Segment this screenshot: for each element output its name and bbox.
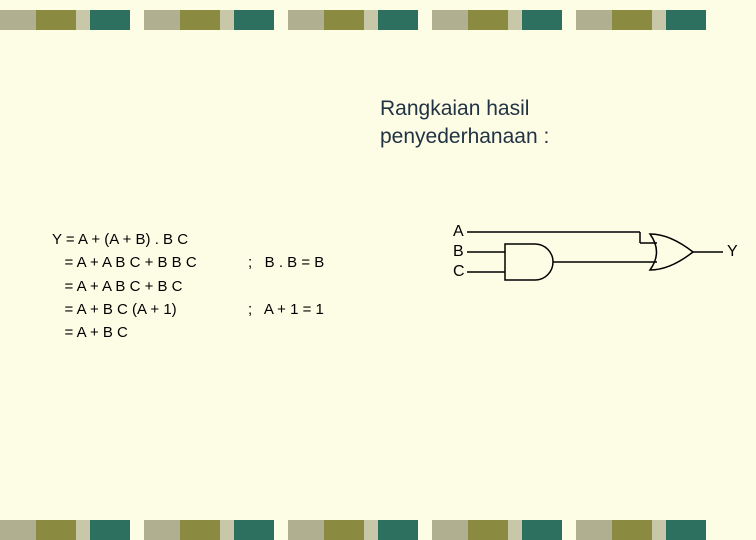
border-segment xyxy=(76,10,90,30)
border-segment xyxy=(220,10,234,30)
border-segment xyxy=(76,520,90,540)
border-segment xyxy=(508,10,522,30)
border-segment xyxy=(180,520,220,540)
border-segment xyxy=(36,10,76,30)
border-segment xyxy=(234,10,274,30)
border-segment xyxy=(36,520,76,540)
border-segment xyxy=(468,520,508,540)
border-segment xyxy=(666,10,706,30)
border-segment xyxy=(432,520,468,540)
equation-line: = A + A B C + B B C xyxy=(52,251,197,274)
border-segment xyxy=(288,520,324,540)
border-segment xyxy=(576,520,612,540)
or-gate xyxy=(650,234,693,270)
border-segment xyxy=(612,520,652,540)
note-line: ; A + 1 = 1 xyxy=(248,298,324,321)
border-segment xyxy=(288,10,324,30)
equation-block: Y = A + (A + B) . B C = A + A B C + B B … xyxy=(52,228,197,344)
border-segment xyxy=(364,10,378,30)
equation-line: = A + B C xyxy=(52,321,197,344)
note-line xyxy=(248,228,324,251)
border-segment xyxy=(234,520,274,540)
equation-line: = A + B C (A + 1) xyxy=(52,298,197,321)
and-gate xyxy=(505,244,553,280)
border-segment xyxy=(576,10,612,30)
border-segment xyxy=(378,520,418,540)
input-label-a: A xyxy=(453,223,464,240)
heading-line1: Rangkaian hasil xyxy=(380,95,549,123)
border-segment xyxy=(0,520,36,540)
border-segment xyxy=(666,520,706,540)
border-segment xyxy=(144,520,180,540)
border-segment xyxy=(144,10,180,30)
border-segment xyxy=(324,10,364,30)
input-label-b: B xyxy=(453,243,464,260)
border-segment xyxy=(324,520,364,540)
heading-line2: penyederhanaan : xyxy=(380,123,549,151)
border-segment xyxy=(468,10,508,30)
border-segment xyxy=(652,10,666,30)
note-line xyxy=(248,275,324,298)
border-segment xyxy=(508,520,522,540)
top-border xyxy=(0,10,756,30)
equation-line: = A + A B C + B C xyxy=(52,275,197,298)
heading: Rangkaian hasil penyederhanaan : xyxy=(380,95,549,152)
border-segment xyxy=(0,10,36,30)
border-segment xyxy=(652,520,666,540)
input-label-c: C xyxy=(453,263,465,280)
equation-line: Y = A + (A + B) . B C xyxy=(52,228,197,251)
border-segment xyxy=(180,10,220,30)
note-line xyxy=(248,321,324,344)
border-segment xyxy=(522,10,562,30)
bottom-border xyxy=(0,520,756,540)
border-segment xyxy=(612,10,652,30)
note-line: ; B . B = B xyxy=(248,251,324,274)
border-segment xyxy=(220,520,234,540)
border-segment xyxy=(432,10,468,30)
border-segment xyxy=(90,520,130,540)
notes-block: ; B . B = B ; A + 1 = 1 xyxy=(248,228,324,344)
border-segment xyxy=(378,10,418,30)
output-label-y: Y xyxy=(727,243,738,260)
border-segment xyxy=(364,520,378,540)
logic-circuit: A B C Y xyxy=(445,222,755,312)
border-segment xyxy=(90,10,130,30)
border-segment xyxy=(522,520,562,540)
